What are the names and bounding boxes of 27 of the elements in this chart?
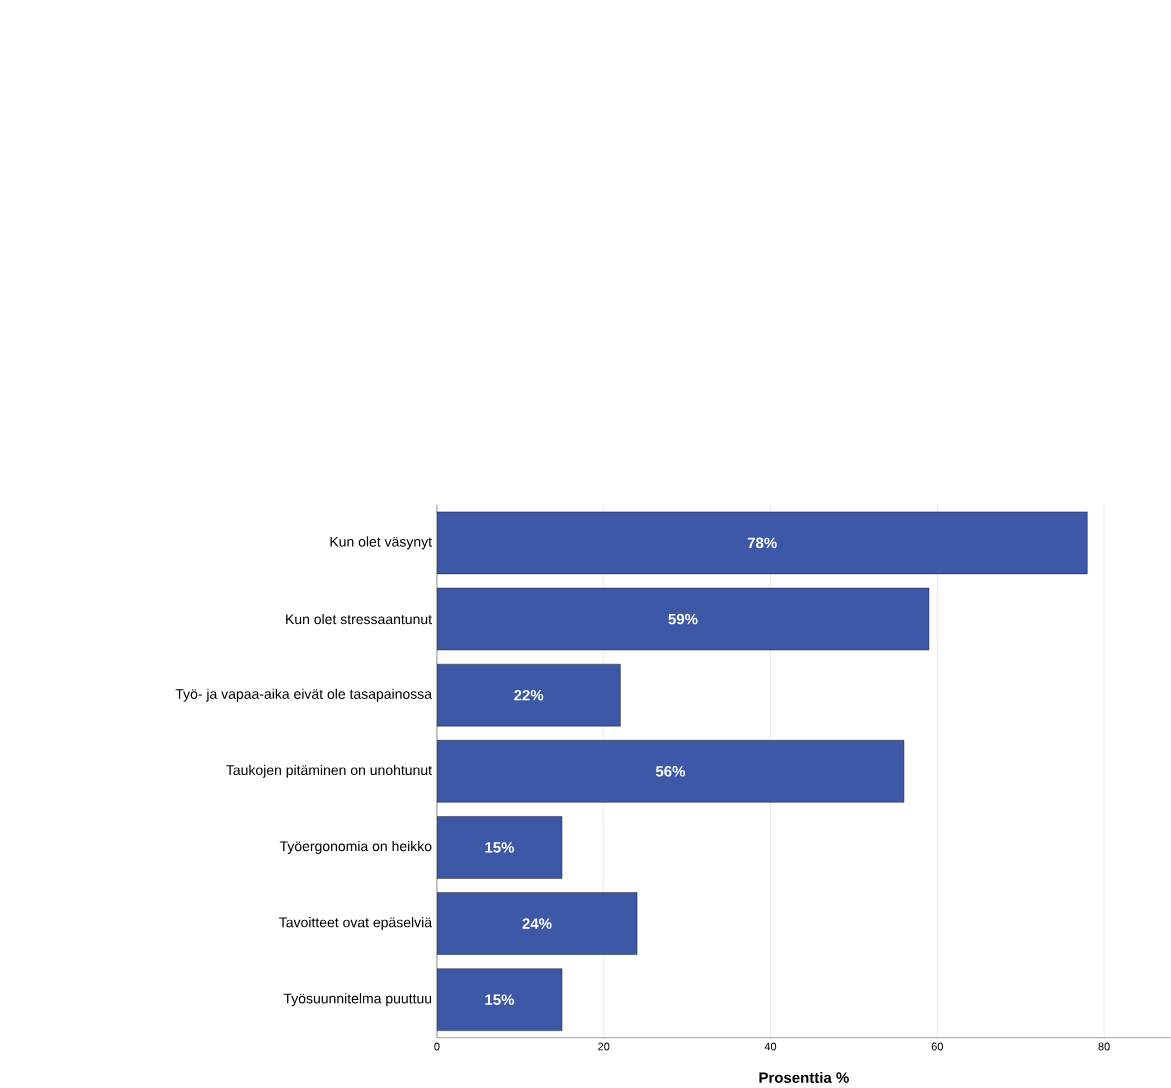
data-label: 56% (655, 766, 686, 777)
x-axis-title: Prosenttia % (759, 1072, 849, 1084)
data-label: 24% (522, 918, 552, 930)
y-tick-label: Työsuunnitelma puuttuu (283, 993, 432, 1007)
y-tick-label: Työergonomia on heikko (279, 841, 432, 855)
x-tick-label: 20 (598, 1042, 610, 1051)
bar (436, 968, 563, 1032)
y-tick-label: Taukojen pitäminen on unohtunut (226, 764, 432, 779)
y-tick-label: Kun olet stressaantunut (286, 614, 432, 625)
data-label: 15% (485, 842, 515, 853)
bar (436, 740, 905, 803)
x-tick-label: 40 (764, 1042, 777, 1051)
x-tick-label: 0 (434, 1042, 440, 1051)
y-tick-label: Kun olet väsynyt (330, 536, 432, 550)
x-tick-label: 60 (931, 1042, 943, 1051)
data-label: 59% (668, 613, 698, 625)
data-label: 22% (514, 690, 544, 701)
x-tick-label: 80 (1098, 1042, 1110, 1051)
bar (436, 511, 1088, 575)
bar (436, 664, 621, 727)
data-label: 78% (747, 537, 777, 549)
y-tick-label: Tavoitteet ovat epäselviä (279, 917, 433, 931)
data-label: 15% (485, 994, 515, 1006)
y-tick-label: Työ- ja vapaa-aika eivät ole tasapainossa (175, 688, 432, 702)
bar (436, 892, 638, 955)
bar (436, 816, 563, 879)
bar (436, 588, 930, 651)
